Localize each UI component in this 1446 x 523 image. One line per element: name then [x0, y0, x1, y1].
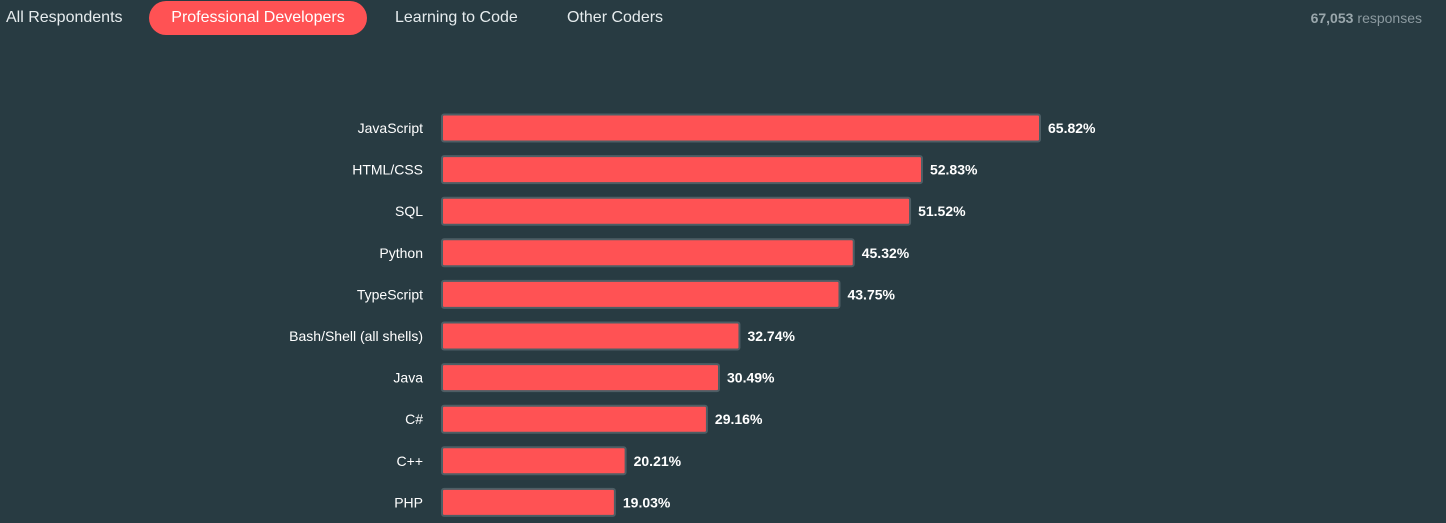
bar-javascript[interactable]: [441, 113, 1041, 143]
value-label-c: 20.21%: [634, 453, 682, 469]
tab-other-coders[interactable]: Other Coders: [567, 9, 664, 26]
tab-professional-developers[interactable]: Professional Developers: [149, 1, 367, 35]
value-label-typescript: 43.75%: [847, 286, 895, 302]
bar-python[interactable]: [441, 238, 855, 268]
category-label-php: PHP: [394, 494, 423, 510]
value-label-javascript: 65.82%: [1048, 120, 1096, 136]
value-label-html-css: 52.83%: [930, 162, 978, 178]
value-label-bash-shell-all-shells: 32.74%: [747, 328, 795, 344]
response-count-value: 67,053: [1310, 10, 1354, 26]
category-label-javascript: JavaScript: [358, 120, 423, 136]
bar-typescript[interactable]: [441, 279, 841, 309]
response-count-label: responses: [1357, 10, 1422, 26]
category-label-java: Java: [393, 370, 423, 386]
bar-java[interactable]: [441, 363, 721, 393]
category-label-c: C#: [405, 411, 423, 427]
respondent-tabs: All Respondents Professional Developers …: [0, 0, 1446, 36]
category-label-typescript: TypeScript: [357, 286, 423, 302]
category-label-c: C++: [397, 453, 423, 469]
category-label-bash-shell-all-shells: Bash/Shell (all shells): [289, 328, 423, 344]
tab-learning-to-code[interactable]: Learning to Code: [395, 9, 518, 26]
category-label-sql: SQL: [395, 203, 423, 219]
category-label-html-css: HTML/CSS: [352, 162, 423, 178]
value-label-python: 45.32%: [862, 245, 910, 261]
response-count: 67,053 responses: [1311, 1, 1422, 35]
value-label-sql: 51.52%: [918, 203, 966, 219]
bar-c[interactable]: [441, 446, 627, 476]
category-label-python: Python: [379, 245, 423, 261]
bar-html-css[interactable]: [441, 155, 923, 185]
value-label-java: 30.49%: [727, 370, 775, 386]
tab-all-respondents[interactable]: All Respondents: [6, 9, 123, 26]
bar-php[interactable]: [441, 487, 616, 517]
value-label-c: 29.16%: [715, 411, 763, 427]
value-label-php: 19.03%: [623, 494, 671, 510]
bar-sql[interactable]: [441, 196, 912, 226]
bar-c[interactable]: [441, 404, 708, 434]
bar-bash-shell-all-shells[interactable]: [441, 321, 741, 351]
